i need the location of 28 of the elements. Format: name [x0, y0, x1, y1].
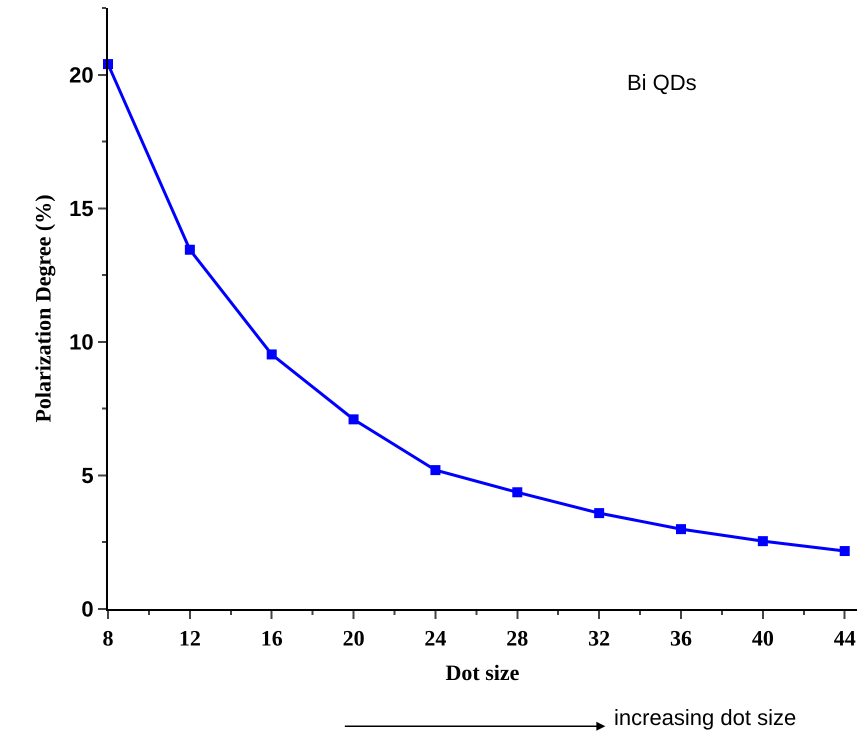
annotation: Bi QDs — [627, 70, 697, 95]
y-axis-title: Polarization Degree (%) — [30, 194, 56, 423]
point — [512, 487, 522, 498]
point — [266, 349, 277, 360]
x-tick-label: 44 — [834, 625, 856, 650]
x-axis-title: Dot size — [446, 660, 520, 685]
y-tick-label: 0 — [81, 596, 94, 622]
point — [430, 465, 440, 476]
x-tick-label: 8 — [102, 625, 114, 650]
point — [840, 546, 850, 556]
y-tick-label: 20 — [69, 62, 94, 88]
point — [184, 244, 195, 255]
x-tick-label: 28 — [506, 625, 528, 650]
point — [348, 414, 359, 424]
x-tick-label: 20 — [342, 625, 365, 650]
text: increasing dot size — [614, 705, 796, 730]
x-tick-label: 16 — [260, 625, 283, 650]
x-tick-label: 40 — [752, 625, 774, 650]
point — [758, 536, 768, 546]
y-tick-label: 15 — [69, 196, 94, 222]
y-tick-label: 5 — [81, 463, 94, 488]
x-tick-label: 32 — [588, 625, 610, 650]
x-tick-label: 12 — [178, 625, 201, 650]
y-tick-label: 10 — [69, 330, 94, 355]
x-tick-label: 36 — [670, 625, 692, 650]
point — [594, 508, 604, 518]
x-tick-label: 24 — [424, 625, 446, 650]
point — [676, 524, 686, 534]
